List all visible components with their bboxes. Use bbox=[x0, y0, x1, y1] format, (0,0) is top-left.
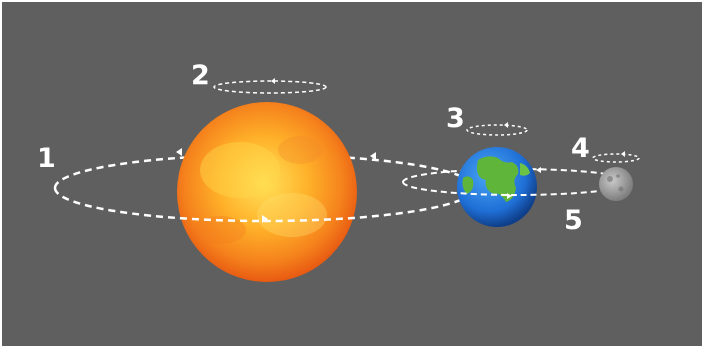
earth-rotation-arrow bbox=[504, 122, 508, 128]
label-4: 4 bbox=[571, 133, 590, 164]
label-2: 2 bbox=[191, 60, 210, 91]
sun-rotation-arrow bbox=[271, 78, 275, 84]
label-3: 3 bbox=[446, 103, 465, 134]
orbit-arrow-4 bbox=[536, 167, 541, 173]
orbit-arrow-5 bbox=[507, 193, 512, 199]
sun-rotation-orbit bbox=[213, 80, 327, 94]
label-5: 5 bbox=[564, 205, 583, 236]
earth-body bbox=[457, 147, 537, 227]
moon-rotation-orbit bbox=[592, 153, 640, 163]
orbit-arrow-3 bbox=[262, 215, 268, 223]
orbit-arrow-1 bbox=[176, 148, 182, 156]
moon-orbit-back bbox=[402, 168, 632, 183]
earth-rotation-orbit bbox=[466, 124, 528, 136]
moon-body bbox=[599, 167, 633, 201]
label-1: 1 bbox=[37, 143, 56, 174]
moon-orbit-front bbox=[402, 181, 632, 196]
orbit-arrow-2 bbox=[370, 152, 376, 160]
sun-body bbox=[177, 102, 357, 282]
moon-rotation-arrow bbox=[621, 151, 625, 157]
